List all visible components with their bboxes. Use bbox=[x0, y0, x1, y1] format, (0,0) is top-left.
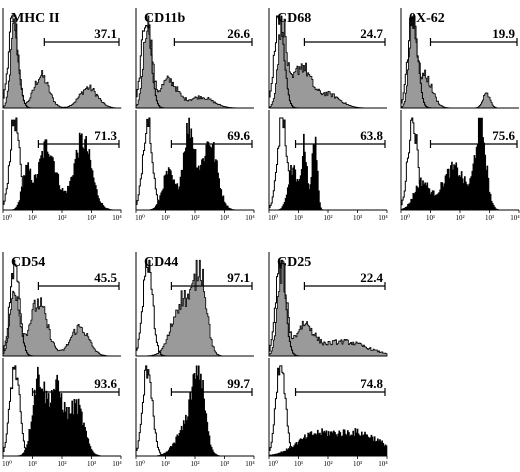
x-tick-label: 10⁴ bbox=[378, 214, 388, 222]
x-tick-label: 10¹ bbox=[294, 214, 303, 222]
marker-label: CD11b bbox=[144, 11, 185, 26]
x-tick-label: 10² bbox=[190, 460, 199, 468]
x-tick-label: 10³ bbox=[220, 460, 229, 468]
x-tick-label: 10⁴ bbox=[112, 214, 122, 222]
sample-histogram bbox=[400, 117, 519, 211]
x-tick-label: 10² bbox=[323, 460, 332, 468]
histogram-panel: 93.6 10⁰ 10¹ 10² 10³ 10⁴ bbox=[2, 358, 122, 468]
gate-percent-label: 69.6 bbox=[227, 128, 250, 143]
x-tick-label: 10¹ bbox=[294, 460, 303, 468]
x-tick-label: 10² bbox=[57, 214, 66, 222]
x-tick-label: 10⁰ bbox=[135, 214, 145, 222]
x-tick-label: 10² bbox=[323, 214, 332, 222]
gate-percent-label: 26.6 bbox=[227, 26, 250, 41]
x-tick-label: 10¹ bbox=[28, 460, 37, 468]
x-tick-label: 10⁰ bbox=[2, 460, 12, 468]
marker-label: CD25 bbox=[277, 255, 311, 270]
gate-percent-label: 37.1 bbox=[94, 26, 117, 41]
x-tick-label: 10³ bbox=[87, 214, 96, 222]
gate-percent-label: 24.7 bbox=[360, 26, 383, 41]
x-tick-label: 10⁰ bbox=[135, 460, 145, 468]
histogram-panel: 37.1 bbox=[2, 8, 122, 109]
histogram-panel: 63.8 10⁰ 10¹ 10² 10³ 10⁴ bbox=[268, 110, 388, 222]
marker-label: MHC II bbox=[11, 11, 60, 26]
x-tick-label: 10⁰ bbox=[268, 460, 278, 468]
histogram-panel: 24.7 bbox=[268, 8, 387, 109]
marker-label: CD54 bbox=[11, 255, 45, 270]
gate-percent-label: 63.8 bbox=[360, 128, 383, 143]
x-tick-label: 10² bbox=[190, 214, 199, 222]
x-tick-label: 10⁴ bbox=[378, 460, 388, 468]
sample-histogram bbox=[2, 18, 122, 109]
histogram-panel: 69.6 10⁰ 10¹ 10² 10³ 10⁴ bbox=[135, 110, 255, 222]
histogram-panel: 22.4 bbox=[268, 252, 388, 357]
sample-histogram bbox=[136, 117, 254, 211]
histogram-panel: 26.6 bbox=[135, 8, 254, 109]
x-tick-label: 10⁴ bbox=[510, 214, 520, 222]
histogram-panel: 71.3 10⁰ 10¹ 10² 10³ 10⁴ bbox=[2, 110, 122, 222]
sample-histogram bbox=[269, 133, 387, 211]
sample-histogram bbox=[268, 259, 388, 357]
histogram-panel: 75.6 10⁰ 10¹ 10² 10³ 10⁴ bbox=[400, 110, 520, 222]
gate-percent-label: 97.1 bbox=[227, 270, 250, 285]
x-tick-label: 10⁴ bbox=[245, 460, 255, 468]
x-tick-label: 10⁰ bbox=[400, 214, 410, 222]
gate-percent-label: 74.8 bbox=[360, 376, 383, 391]
x-tick-label: 10³ bbox=[220, 214, 229, 222]
x-tick-label: 10² bbox=[455, 214, 464, 222]
histogram-panel: 99.7 10⁰ 10¹ 10² 10³ 10⁴ bbox=[135, 358, 255, 468]
x-tick-label: 10⁴ bbox=[245, 214, 255, 222]
x-tick-label: 10¹ bbox=[161, 214, 170, 222]
marker-label: 0X-62 bbox=[409, 11, 445, 26]
marker-label: CD44 bbox=[144, 255, 178, 270]
gate-percent-label: 93.6 bbox=[94, 376, 117, 391]
x-tick-label: 10³ bbox=[353, 214, 362, 222]
sample-histogram bbox=[2, 290, 121, 357]
x-tick-label: 10⁴ bbox=[112, 460, 122, 468]
x-tick-label: 10¹ bbox=[28, 214, 37, 222]
gate-percent-label: 99.7 bbox=[227, 376, 250, 391]
x-tick-label: 10³ bbox=[353, 460, 362, 468]
histogram-panel: 97.1 bbox=[135, 252, 254, 357]
histogram-panel: 45.5 bbox=[2, 252, 121, 357]
histogram-panel: 74.8 10⁰ 10¹ 10² 10³ 10⁴ bbox=[268, 358, 388, 468]
x-tick-label: 10¹ bbox=[161, 460, 170, 468]
x-tick-label: 10⁰ bbox=[268, 214, 278, 222]
gate-percent-label: 75.6 bbox=[492, 128, 515, 143]
histogram-panel: 19.9 bbox=[400, 8, 519, 109]
x-tick-label: 10² bbox=[57, 460, 66, 468]
sample-histogram bbox=[3, 132, 122, 211]
marker-label: CD68 bbox=[277, 11, 311, 26]
x-tick-label: 10³ bbox=[485, 214, 494, 222]
gate-percent-label: 19.9 bbox=[492, 26, 515, 41]
x-tick-label: 10¹ bbox=[426, 214, 435, 222]
x-tick-label: 10³ bbox=[87, 460, 96, 468]
sample-histogram bbox=[268, 428, 388, 457]
gate-percent-label: 22.4 bbox=[360, 270, 383, 285]
gate-percent-label: 45.5 bbox=[94, 270, 117, 285]
gate-percent-label: 71.3 bbox=[94, 128, 117, 143]
x-tick-label: 10⁰ bbox=[2, 214, 12, 222]
